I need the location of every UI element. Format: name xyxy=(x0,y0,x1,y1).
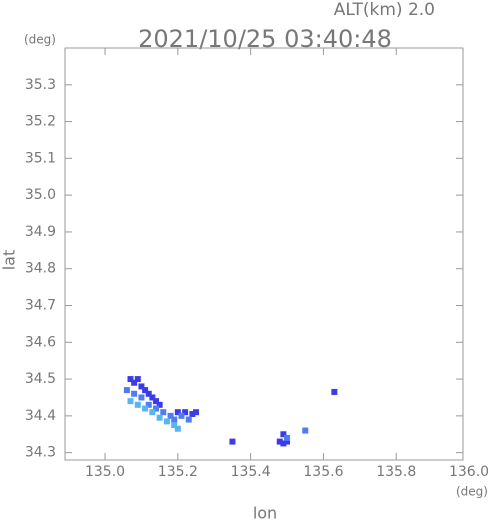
echo-point xyxy=(167,412,174,419)
y-tick-label: 34.8 xyxy=(25,261,56,277)
x-tick-label: 136.0 xyxy=(449,464,489,480)
echo-point xyxy=(280,431,287,438)
echo-point xyxy=(145,401,152,408)
y-tick-label: 35.0 xyxy=(25,187,56,203)
echo-point xyxy=(193,409,200,416)
echo-point xyxy=(153,398,159,405)
chart-title: 2021/10/25 03:40:48 xyxy=(138,25,392,53)
echo-point xyxy=(138,383,145,390)
plot-frame xyxy=(64,47,464,461)
echo-point xyxy=(134,401,141,408)
y-tick-label: 34.6 xyxy=(25,334,56,350)
echo-point xyxy=(178,412,185,419)
echo-point xyxy=(138,394,145,401)
y-tick-label: 34.9 xyxy=(25,224,56,240)
echo-point xyxy=(127,398,134,405)
x-tick-label: 135.4 xyxy=(231,464,271,480)
y-tick-label: 34.3 xyxy=(25,445,56,461)
echo-point xyxy=(331,388,338,395)
echo-point xyxy=(171,416,178,423)
echo-point xyxy=(134,376,141,383)
x-tick-label: 135.2 xyxy=(158,464,198,480)
echo-point xyxy=(123,387,130,394)
x-tick-label: 135.6 xyxy=(303,464,343,480)
y-tick-label: 34.5 xyxy=(25,371,56,387)
echo-point xyxy=(153,405,159,412)
echo-point xyxy=(142,387,149,394)
y-tick-label: 35.1 xyxy=(25,150,56,166)
y-axis-label: lat xyxy=(0,250,19,271)
x-axis-label: lon xyxy=(253,504,277,522)
x-tick-label: 135.8 xyxy=(376,464,416,480)
echo-point xyxy=(149,394,156,401)
echo-point xyxy=(284,438,291,445)
x-unit: (deg) xyxy=(456,485,488,499)
echo-point xyxy=(189,411,196,418)
echo-point xyxy=(302,427,309,434)
echo-point xyxy=(145,390,152,397)
echo-point xyxy=(142,405,149,412)
echo-point xyxy=(156,401,163,408)
echo-point xyxy=(229,438,236,445)
echo-point xyxy=(284,434,291,441)
echo-point xyxy=(185,416,192,423)
y-tick-label: 35.3 xyxy=(25,77,56,93)
echo-point xyxy=(127,376,134,383)
echo-point xyxy=(276,438,283,445)
echo-point xyxy=(160,409,167,416)
echo-point xyxy=(171,422,178,429)
y-tick-label: 35.2 xyxy=(25,114,56,130)
x-tick-label: 135.0 xyxy=(85,464,125,480)
y-unit: (deg) xyxy=(24,33,56,47)
subtitle: ALT(km) 2.0 xyxy=(334,0,435,20)
echo-point xyxy=(149,409,156,416)
echo-point xyxy=(131,390,138,397)
echo-point xyxy=(182,409,189,416)
echo-point xyxy=(156,414,163,421)
echo-point xyxy=(280,440,287,447)
echo-point xyxy=(174,409,181,416)
y-tick-label: 34.7 xyxy=(25,298,56,314)
echo-point xyxy=(131,379,138,386)
echo-point xyxy=(174,425,181,432)
y-tick-label: 34.4 xyxy=(25,408,56,424)
echo-point xyxy=(163,418,170,425)
